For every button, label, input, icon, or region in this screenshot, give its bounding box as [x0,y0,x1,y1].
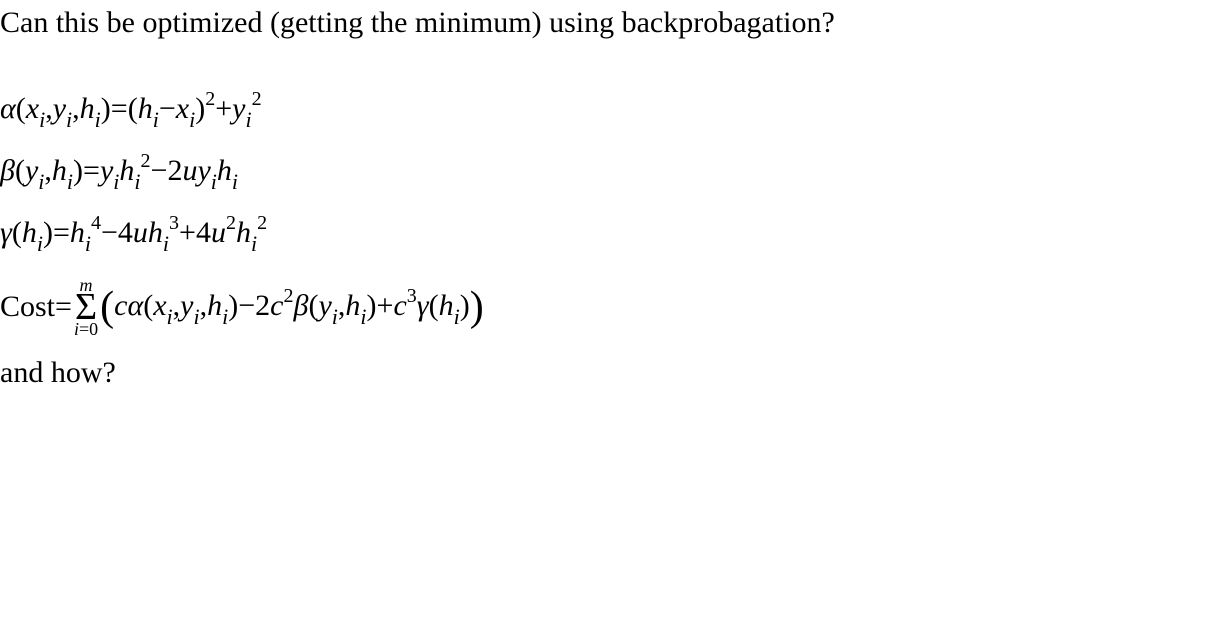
sigma-symbol: Σ [75,292,97,322]
followup-text: and how? [0,356,1208,390]
alpha-definition: α(xi,yi,hi)=(hi−xi)2+yi2 [0,90,1208,131]
sum-lower-limit: i=0 [74,320,98,338]
beta-definition: β(yi,hi)=yihi2−2uyihi [0,152,1208,193]
question-text: Can this be optimized (getting the minim… [0,6,1208,40]
gamma-definition: γ(hi)=hi4−4uhi3+4u2hi2 [0,214,1208,255]
cost-definition: Cost=mΣi=0(cα(xi,yi,hi)−2c2β(yi,hi)+c3γ(… [0,276,1208,338]
summation-symbol: mΣi=0 [74,276,98,338]
